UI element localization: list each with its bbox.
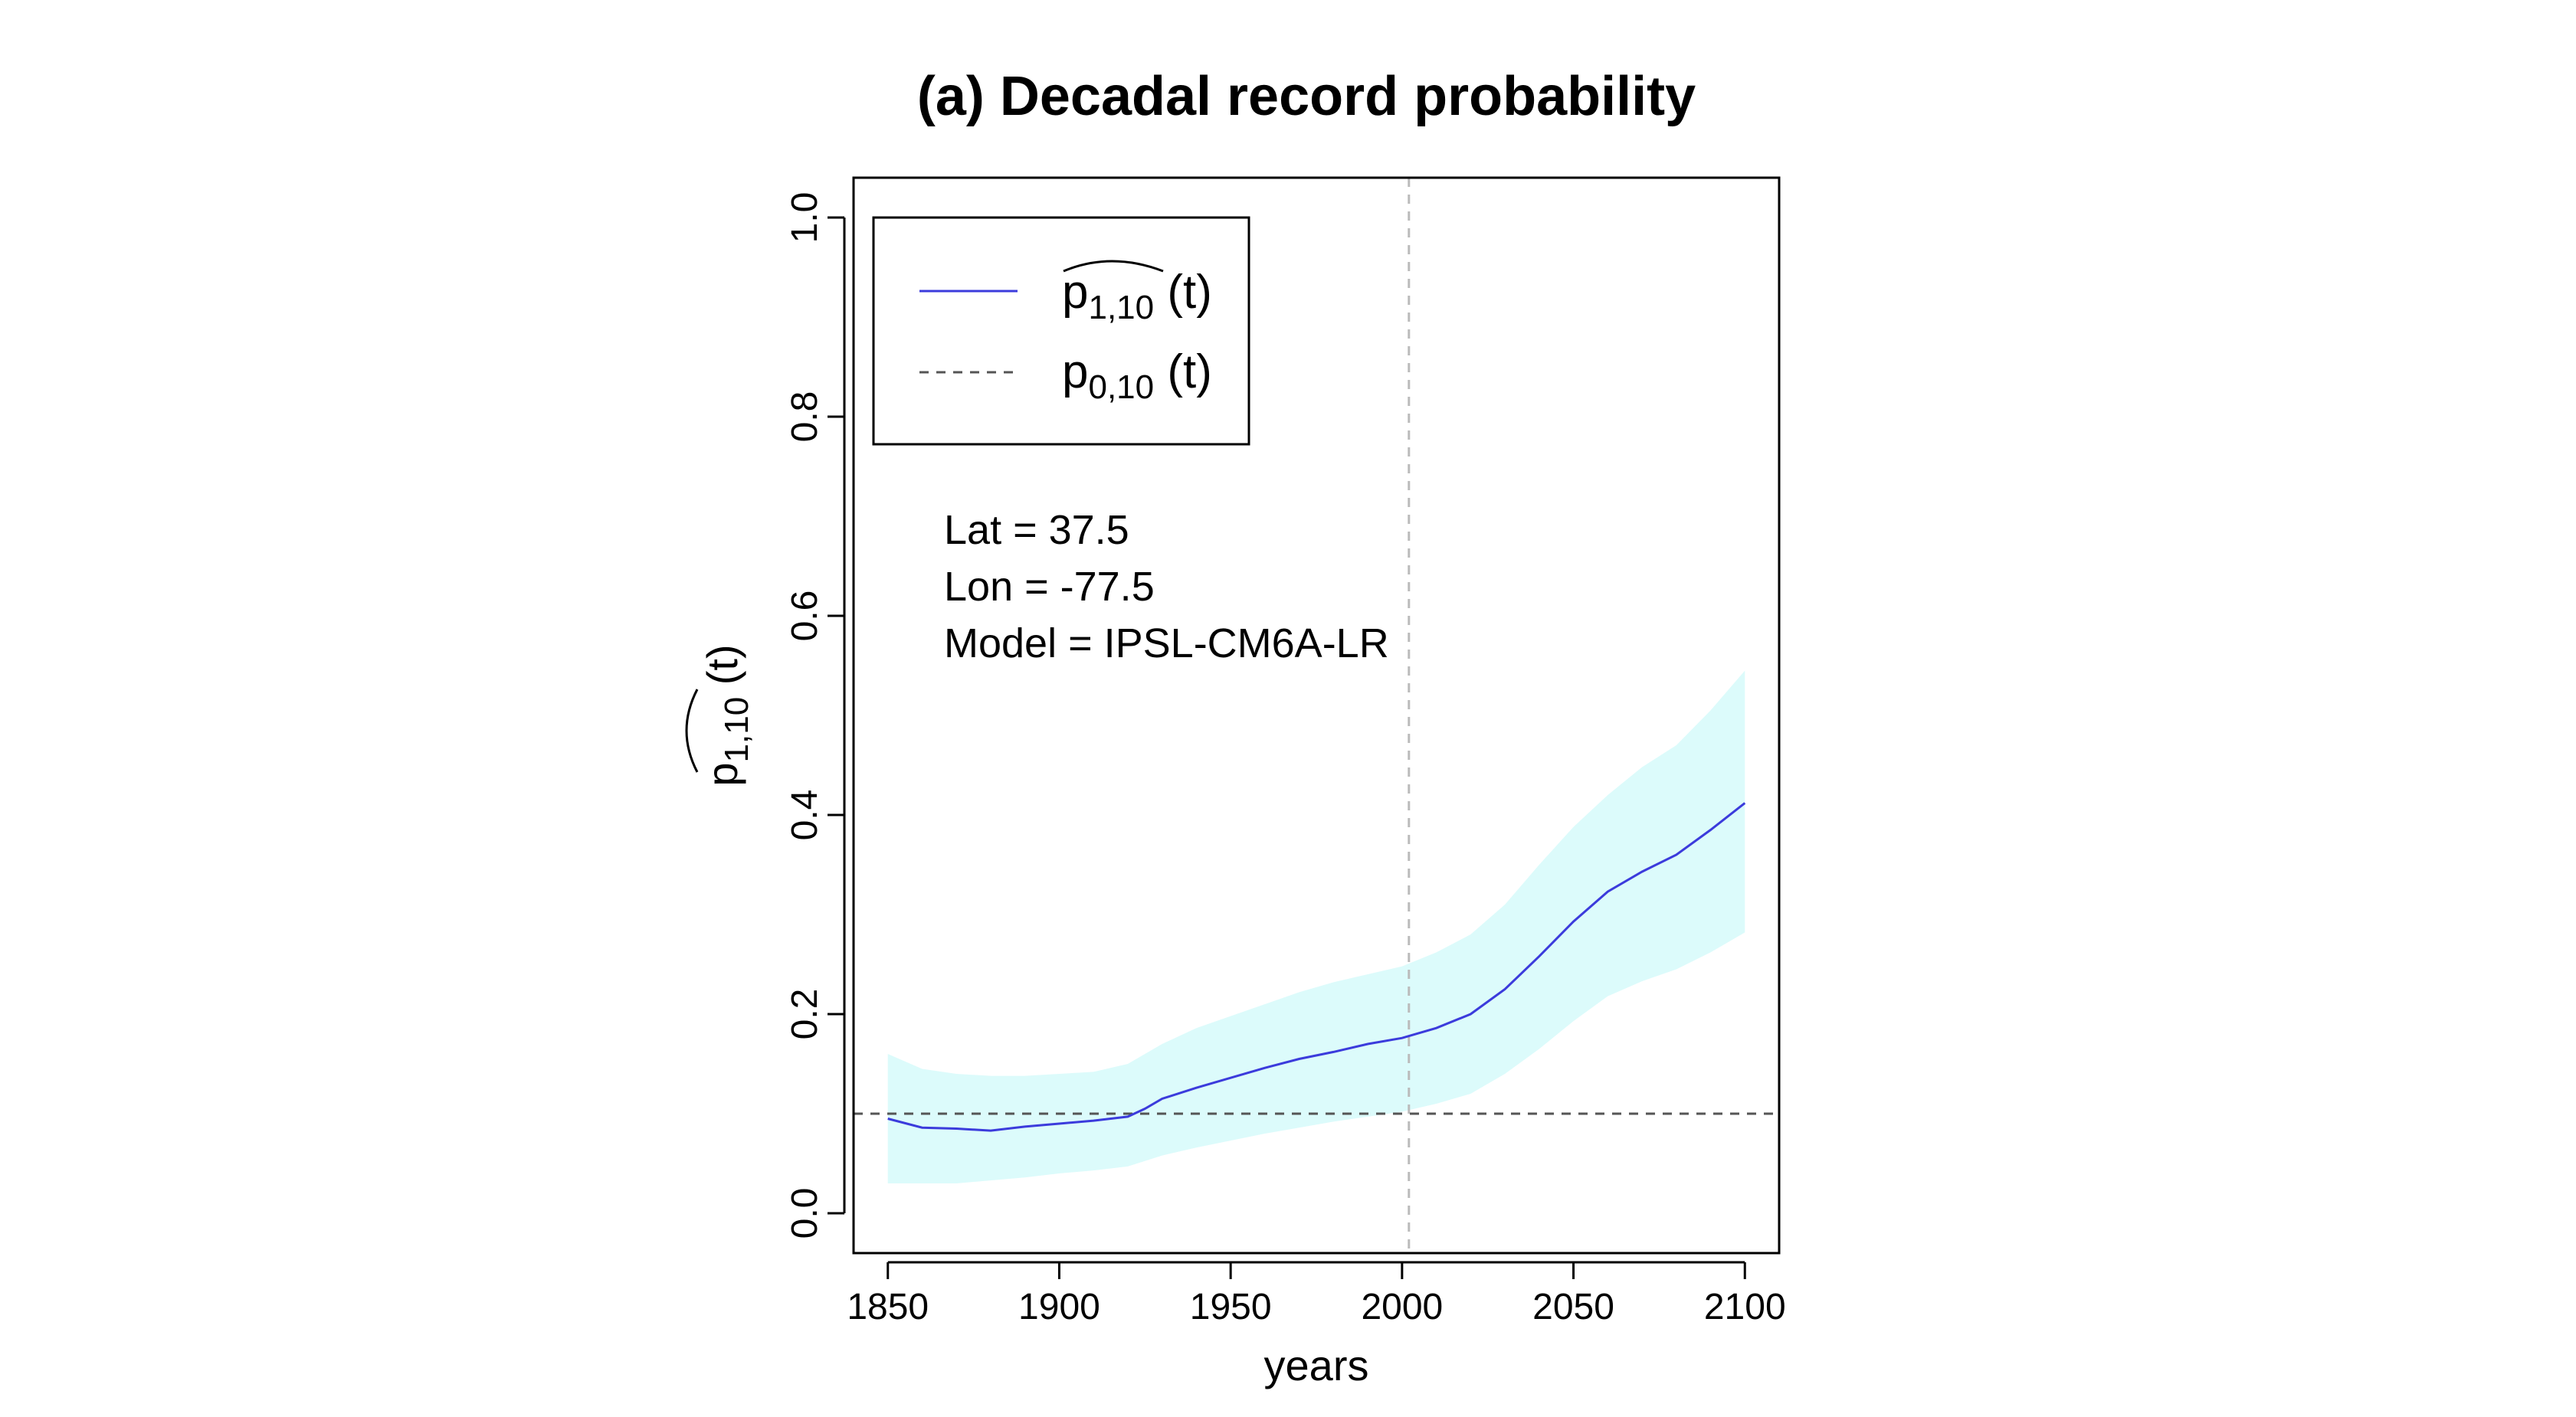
annotation-lon: Lon = -77.5 bbox=[944, 564, 1155, 610]
x-tick-label: 2100 bbox=[1704, 1287, 1786, 1327]
series-line-0 bbox=[887, 802, 1746, 1132]
x-axis-title: years bbox=[1264, 1341, 1369, 1389]
plot-area bbox=[854, 178, 1779, 1253]
legend-label-baseline: p0,10 (t) bbox=[1062, 345, 1212, 406]
y-tick-label: 0.4 bbox=[785, 790, 825, 841]
legend: p1,10 (t) p0,10 (t) bbox=[872, 216, 1250, 446]
y-tick-label: 0.6 bbox=[785, 591, 825, 642]
y-tick-label: 0.0 bbox=[785, 1188, 825, 1239]
y-tick-label: 0.8 bbox=[785, 391, 825, 443]
legend-box bbox=[872, 216, 1250, 446]
y-tick-label: 0.2 bbox=[785, 989, 825, 1040]
y-axis-title-subscript: 1,10 bbox=[718, 697, 755, 763]
x-tick-label: 1850 bbox=[847, 1287, 929, 1327]
x-tick-label: 2050 bbox=[1532, 1287, 1614, 1327]
y-axis-title-suffix: (t) bbox=[698, 644, 746, 696]
y-axis: 0.0 0.2 0.4 0.6 0.8 1.0 bbox=[785, 192, 846, 1239]
annotation-lat: Lat = 37.5 bbox=[944, 507, 1129, 553]
annotation-model: Model = IPSL-CM6A-LR bbox=[944, 620, 1389, 666]
x-tick-label: 2000 bbox=[1361, 1287, 1443, 1327]
chart-title: (a) Decadal record probability bbox=[917, 66, 1696, 127]
y-axis-title-base: p bbox=[698, 762, 746, 786]
y-axis-title-hat bbox=[685, 689, 699, 773]
plot-frame bbox=[852, 176, 1781, 1255]
x-axis: 1850 1900 1950 2000 2050 2100 bbox=[847, 1261, 1786, 1327]
y-tick-label: 1.0 bbox=[785, 192, 825, 244]
confidence-band bbox=[887, 670, 1745, 1183]
legend-hat bbox=[1063, 260, 1164, 273]
svg-text:p1,10 (t): p1,10 (t) bbox=[698, 644, 755, 786]
y-axis-title: p1,10 (t) bbox=[685, 644, 755, 787]
x-tick-label: 1950 bbox=[1190, 1287, 1272, 1327]
x-tick-label: 1900 bbox=[1018, 1287, 1100, 1327]
annotations: Lat = 37.5 Lon = -77.5 Model = IPSL-CM6A… bbox=[944, 507, 1389, 666]
legend-label-fitted: p1,10 (t) bbox=[1062, 266, 1212, 326]
